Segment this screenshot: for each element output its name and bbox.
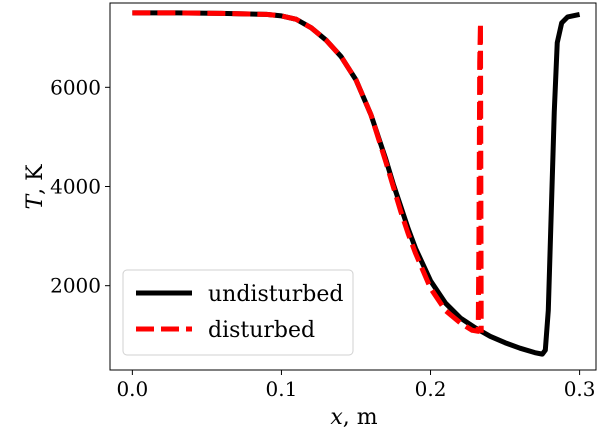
y-tick-label: 2000: [50, 274, 101, 298]
x-tick-label: 0.0: [116, 377, 148, 401]
x-tick-label: 0.1: [266, 377, 298, 401]
y-tick-label: 6000: [50, 75, 101, 99]
legend-label-disturbed: disturbed: [208, 318, 315, 343]
series-line-disturbed: [132, 10, 484, 334]
ticks-layer: 0.0 0.1 0.2 0.3 2000 4000 6000: [50, 75, 595, 401]
legend-label-undisturbed: undisturbed: [208, 282, 343, 307]
y-axis-label: T, K: [23, 164, 48, 210]
legend: undisturbed disturbed: [122, 269, 354, 356]
series-line-undisturbed: [132, 10, 581, 357]
series-layer: [132, 10, 581, 357]
y-tick-label: 4000: [50, 175, 101, 199]
x-axis-label: x, m: [330, 405, 377, 430]
x-tick-label: 0.3: [564, 377, 596, 401]
x-tick-label: 0.2: [415, 377, 447, 401]
